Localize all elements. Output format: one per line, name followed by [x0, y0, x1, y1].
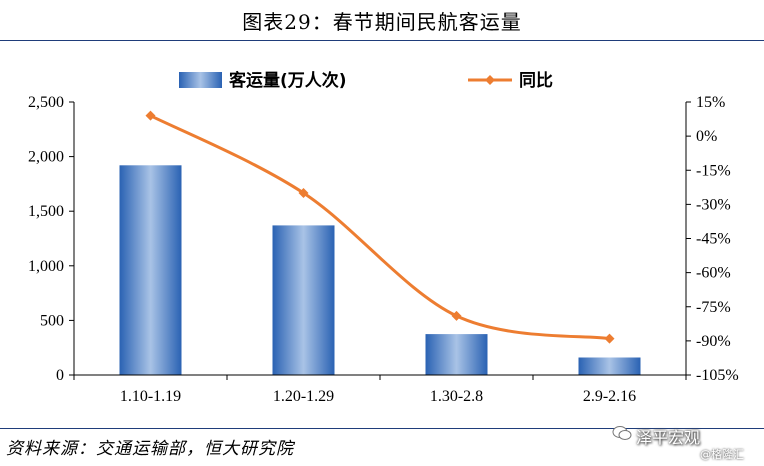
legend: 客运量(万人次) 同比 [179, 70, 553, 91]
watermark-sub: @格隆汇 [700, 448, 744, 461]
axes: 0 500 1,000 1,500 2,000 2,500 -105% -90% -75% -60… [28, 94, 739, 405]
y-right-tick-label: 15% [696, 94, 725, 111]
y-left-tick-label: 0 [56, 367, 64, 384]
bar-series [119, 165, 641, 375]
yoy-point-3 [451, 310, 462, 321]
x-tick-label: 1.20-1.29 [273, 388, 334, 405]
bar-2 [272, 225, 335, 375]
watermark-brand: 泽平宏观 [636, 428, 701, 447]
y-left-tick-label: 2,000 [28, 149, 64, 166]
y-right-tick-label: -75% [696, 299, 731, 316]
legend-bar-swatch [179, 72, 222, 88]
y-left-tick-label: 1,000 [28, 258, 64, 275]
chart-title: 图表29：春节期间民航客运量 [242, 10, 522, 34]
y-right-tick-label: -105% [696, 367, 739, 384]
y-right-tick-label: -15% [696, 162, 731, 179]
chart-canvas: 客运量(万人次) 同比 0 500 1,000 1,500 2,000 2,500 -105%… [28, 70, 739, 405]
y-left-tick-label: 2,500 [28, 94, 64, 111]
y-right-tick-label: -60% [696, 265, 731, 282]
y-right-tick-label: 0% [696, 128, 717, 145]
line-series [145, 110, 615, 344]
y-left-tick-label: 1,500 [28, 203, 64, 220]
source-note: 资料来源：交通运输部，恒大研究院 [6, 439, 294, 459]
x-tick-label: 2.9-2.16 [583, 388, 636, 405]
x-tick-label: 1.30-2.8 [430, 388, 483, 405]
y-right-tick-label: -90% [696, 333, 731, 350]
footer-divider [0, 428, 764, 429]
yoy-point-2 [298, 188, 309, 198]
y-right-tick-label: -30% [696, 196, 731, 213]
yoy-line [149, 114, 610, 341]
legend-line-label: 同比 [519, 70, 553, 91]
bar-1 [119, 165, 182, 375]
y-left-tick-label: 500 [40, 312, 64, 329]
bar-4 [578, 357, 641, 375]
x-tick-label: 1.10-1.19 [120, 388, 181, 405]
yoy-point-4 [604, 333, 615, 344]
yoy-point-1 [145, 110, 156, 121]
legend-line-marker [485, 75, 495, 85]
wechat-icon [612, 426, 632, 440]
bar-3 [425, 334, 488, 375]
y-right-tick-label: -45% [696, 231, 731, 248]
title-divider [0, 40, 764, 41]
legend-bar-label: 客运量(万人次) [228, 70, 347, 91]
